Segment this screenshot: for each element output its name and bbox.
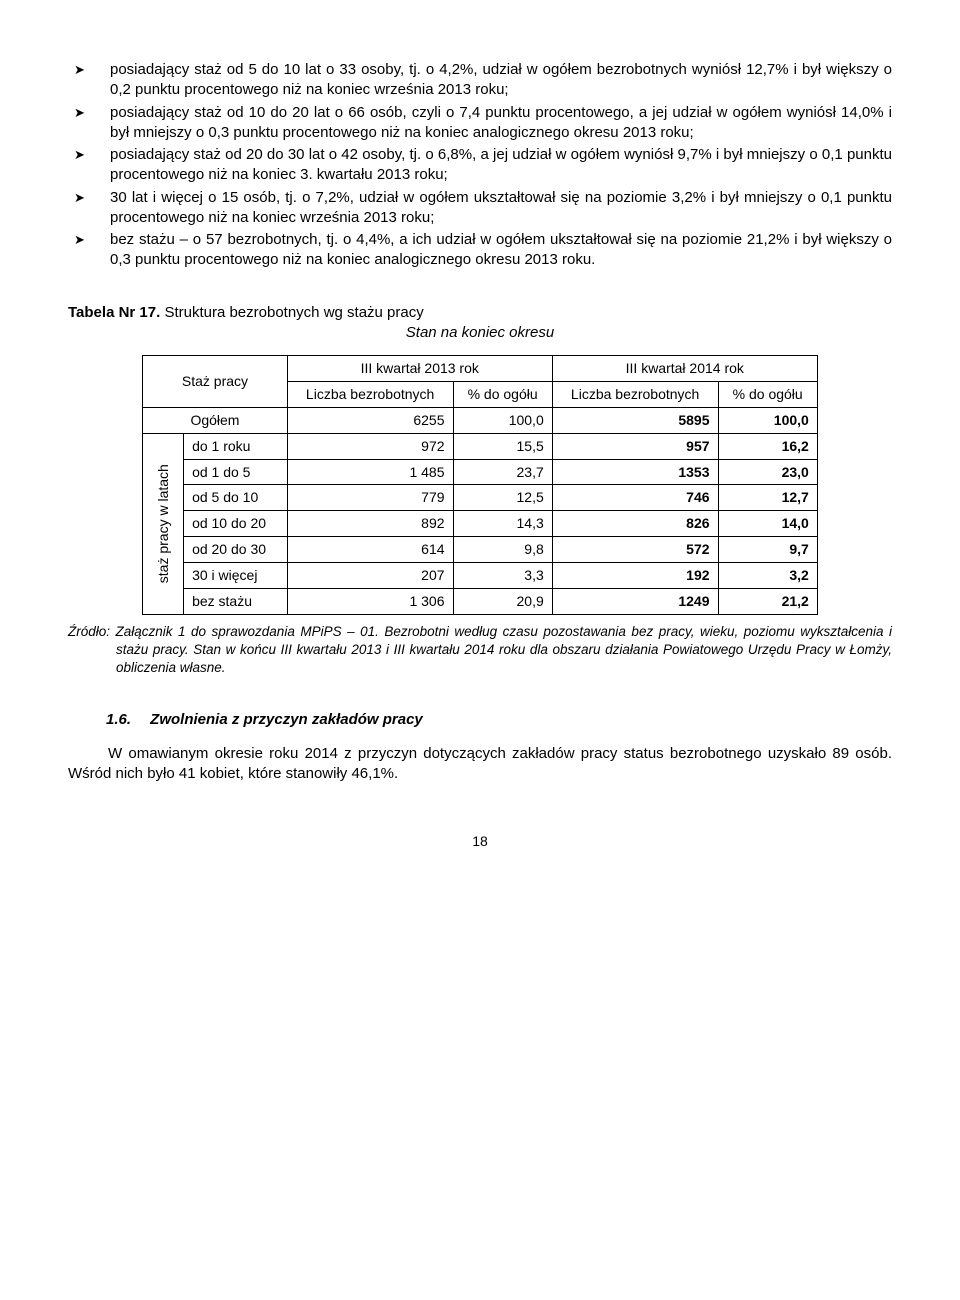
- cell: 1 485: [287, 459, 453, 485]
- section-heading: 1.6. Zwolnienia z przyczyn zakładów prac…: [106, 710, 892, 730]
- cell: 3,2: [718, 563, 817, 589]
- bullet-item: posiadający staż od 20 do 30 lat o 42 os…: [68, 145, 892, 186]
- cell: 14,3: [453, 511, 552, 537]
- col-header-period1: III kwartał 2013 rok: [287, 356, 552, 382]
- cell: 5895: [552, 407, 718, 433]
- cell: 16,2: [718, 433, 817, 459]
- cell: 21,2: [718, 589, 817, 615]
- cell: 972: [287, 433, 453, 459]
- cell: 1 306: [287, 589, 453, 615]
- cell: 192: [552, 563, 718, 589]
- data-table: Staż pracy III kwartał 2013 rok III kwar…: [142, 355, 818, 615]
- bullet-list: posiadający staż od 5 do 10 lat o 33 oso…: [68, 60, 892, 271]
- row-label: od 20 do 30: [184, 537, 288, 563]
- table-row: bez stażu 1 306 20,9 1249 21,2: [143, 589, 818, 615]
- cell: 3,3: [453, 563, 552, 589]
- cell: 12,5: [453, 485, 552, 511]
- cell: 1353: [552, 459, 718, 485]
- cell: 779: [287, 485, 453, 511]
- bullet-item: posiadający staż od 10 do 20 lat o 66 os…: [68, 103, 892, 144]
- row-label: 30 i więcej: [184, 563, 288, 589]
- table-subtitle: Stan na koniec okresu: [68, 323, 892, 343]
- cell: 1249: [552, 589, 718, 615]
- cell: 572: [552, 537, 718, 563]
- table-caption: Struktura bezrobotnych wg stażu pracy: [164, 304, 423, 321]
- cell: 9,8: [453, 537, 552, 563]
- bullet-item: 30 lat i więcej o 15 osób, tj. o 7,2%, u…: [68, 188, 892, 229]
- table-label: Tabela Nr 17.: [68, 304, 160, 321]
- page-number: 18: [68, 832, 892, 851]
- col-header-pct: % do ogółu: [718, 381, 817, 407]
- row-label: bez stażu: [184, 589, 288, 615]
- table-row: 30 i więcej 207 3,3 192 3,2: [143, 563, 818, 589]
- cell: 23,7: [453, 459, 552, 485]
- row-label: od 1 do 5: [184, 459, 288, 485]
- cell: 207: [287, 563, 453, 589]
- row-label: od 5 do 10: [184, 485, 288, 511]
- col-header-liczba: Liczba bezrobotnych: [552, 381, 718, 407]
- section-number: 1.6.: [106, 710, 146, 730]
- cell: 6255: [287, 407, 453, 433]
- row-label: od 10 do 20: [184, 511, 288, 537]
- row-label: Ogółem: [143, 407, 288, 433]
- cell: 14,0: [718, 511, 817, 537]
- body-paragraph: W omawianym okresie roku 2014 z przyczyn…: [68, 744, 892, 785]
- cell: 100,0: [718, 407, 817, 433]
- col-header-staz: Staż pracy: [143, 356, 288, 408]
- bullet-item: posiadający staż od 5 do 10 lat o 33 oso…: [68, 60, 892, 101]
- section-title: Zwolnienia z przyczyn zakładów pracy: [150, 711, 423, 728]
- table-row: od 5 do 10 779 12,5 746 12,7: [143, 485, 818, 511]
- col-header-liczba: Liczba bezrobotnych: [287, 381, 453, 407]
- table-row: od 10 do 20 892 14,3 826 14,0: [143, 511, 818, 537]
- row-label: do 1 roku: [184, 433, 288, 459]
- cell: 614: [287, 537, 453, 563]
- table-row: od 20 do 30 614 9,8 572 9,7: [143, 537, 818, 563]
- cell: 100,0: [453, 407, 552, 433]
- cell: 957: [552, 433, 718, 459]
- cell: 15,5: [453, 433, 552, 459]
- cell: 826: [552, 511, 718, 537]
- table-title: Tabela Nr 17. Struktura bezrobotnych wg …: [68, 303, 892, 323]
- bullet-item: bez stażu – o 57 bezrobotnych, tj. o 4,4…: [68, 230, 892, 271]
- table-source: Źródło: Załącznik 1 do sprawozdania MPiP…: [68, 623, 892, 678]
- table-row: staż pracy w latach do 1 roku 972 15,5 9…: [143, 433, 818, 459]
- cell: 12,7: [718, 485, 817, 511]
- col-header-period2: III kwartał 2014 rok: [552, 356, 817, 382]
- table-row: Ogółem 6255 100,0 5895 100,0: [143, 407, 818, 433]
- cell: 20,9: [453, 589, 552, 615]
- row-group-label: staż pracy w latach: [143, 433, 184, 614]
- cell: 23,0: [718, 459, 817, 485]
- cell: 9,7: [718, 537, 817, 563]
- col-header-pct: % do ogółu: [453, 381, 552, 407]
- cell: 746: [552, 485, 718, 511]
- cell: 892: [287, 511, 453, 537]
- table-row: od 1 do 5 1 485 23,7 1353 23,0: [143, 459, 818, 485]
